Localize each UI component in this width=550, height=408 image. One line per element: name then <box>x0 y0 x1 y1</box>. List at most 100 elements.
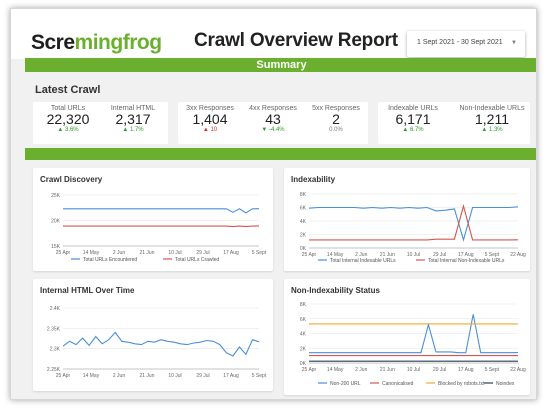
metric-non-indexable: Non-Indexable URLs 1,211 ▲ 1.3% <box>458 105 526 133</box>
legend-label: Non-200 URL <box>330 381 361 387</box>
metric-label: Non-Indexable URLs <box>459 105 525 112</box>
arrow-up-icon: ▲ <box>57 127 65 133</box>
metric-delta: ▲ 10 <box>202 127 218 133</box>
metric-delta: ▲ 6.7% <box>402 127 424 133</box>
indexability-panel: Indexability 0K 2K 4K 6K 8K 25 Apr 14 May 2 Jun… <box>284 168 530 271</box>
x-tick-label: 14 May <box>327 252 344 258</box>
panel-title: Non-Indexability Status <box>291 286 380 295</box>
metric-value: 2 <box>332 111 340 127</box>
indexability-card: Indexable URLs 6,171 ▲ 6.7% Non-Indexabl… <box>378 102 530 144</box>
metric-label: Internal HTML <box>110 105 156 112</box>
x-tick-label: 25 Apr <box>56 250 71 256</box>
panel-title: Crawl Discovery <box>40 175 103 184</box>
series-line <box>308 206 519 242</box>
metric-total-urls: Total URLs 22,320 ▲ 3.6% <box>38 105 98 133</box>
x-tick-label: 17 Aug <box>458 367 474 373</box>
metric-label: 5xx Responses <box>312 105 360 112</box>
internal-html-chart: 2.25K 2.3K 2.35K 2.4K 25 Apr 14 May 2 Jun 21 Ju… <box>47 306 267 379</box>
dashboard-frame: Scremingfrog Crawl Overview Report 1 Sep… <box>10 8 537 400</box>
x-tick-label: 10 Jul <box>407 252 420 258</box>
logo-text-part1: Scre <box>31 31 75 54</box>
x-tick-label: 29 Jul <box>196 250 209 256</box>
x-tick-label: 10 Jul <box>407 367 420 373</box>
x-tick-label: 25 Apr <box>56 373 71 379</box>
metric-label: Indexable URLs <box>388 105 438 112</box>
metric-value: 6,171 <box>395 111 431 127</box>
crawl-discovery-chart: 15K 20K 25K 25 Apr 14 May 2 Jun 21 Jun 10 Jul 29… <box>51 193 267 263</box>
metric-value: 1,211 <box>475 111 509 127</box>
metric-delta: ▲ 3.6% <box>57 127 79 133</box>
y-tick-label: 2.3K <box>50 347 61 353</box>
summary-bar: Summary <box>25 58 536 72</box>
metric-delta: ▲ 1.3% <box>481 127 503 133</box>
panel-title: Internal HTML Over Time <box>40 286 135 295</box>
x-tick-label: 25 Apr <box>302 367 317 373</box>
x-tick-label: 22 Aug <box>510 252 526 258</box>
arrow-up-icon: ▲ <box>402 127 410 133</box>
x-tick-label: 29 Jul <box>433 252 446 258</box>
date-range-picker[interactable]: 1 Sept 2021 - 30 Sept 2021 ▼ <box>407 31 525 57</box>
series-line <box>62 331 260 357</box>
metric-value: 2,317 <box>115 111 151 127</box>
y-tick-label: 2K <box>300 346 307 352</box>
legend-label: Canonicalised <box>382 381 414 387</box>
legend-label: Total Internal Indexable URLs <box>330 258 396 264</box>
metric-label: 3xx Responses <box>186 105 234 112</box>
x-tick-label: 5 Sept <box>485 252 500 258</box>
x-tick-label: 2 Jun <box>113 373 125 379</box>
date-range-value: 1 Sept 2021 - 30 Sept 2021 <box>417 39 503 46</box>
response-codes-card: 3xx Responses 1,404 ▲ 10 4xx Responses 4… <box>178 102 368 144</box>
y-tick-label: 2.35K <box>47 326 61 332</box>
x-tick-label: 14 May <box>327 367 344 373</box>
series-line <box>63 208 260 214</box>
x-tick-label: 17 Aug <box>223 373 239 379</box>
y-tick-label: 4K <box>300 332 307 338</box>
metric-delta: ▲ 1.7% <box>122 127 144 133</box>
y-tick-label: 8K <box>300 192 307 198</box>
x-tick-label: 21 Jun <box>380 367 395 373</box>
metric-5xx: 5xx Responses 2 0.0% <box>306 105 366 133</box>
y-tick-label: 2.25K <box>47 367 61 373</box>
x-tick-label: 2 Jun <box>355 367 367 373</box>
metric-label: 4xx Responses <box>249 105 297 112</box>
x-tick-label: 2 Jun <box>355 252 367 258</box>
x-tick-label: 5 Sept <box>252 250 267 256</box>
x-tick-label: 21 Jun <box>380 252 395 258</box>
x-tick-label: 17 Aug <box>458 252 474 258</box>
metric-value: 22,320 <box>46 111 90 127</box>
series-line <box>63 225 260 228</box>
metric-label: Total URLs <box>50 105 86 112</box>
metric-3xx: 3xx Responses 1,404 ▲ 10 <box>180 105 240 133</box>
non-indexability-panel: Non-Indexability Status 0K 2K 4K 6K 8K 25 Apr… <box>284 279 530 395</box>
metric-value: 43 <box>265 111 281 127</box>
y-tick-label: 2K <box>300 233 307 239</box>
x-tick-label: 2 Jun <box>113 250 125 256</box>
x-tick-label: 29 Jul <box>196 373 209 379</box>
metric-internal-html: Internal HTML 2,317 ▲ 1.7% <box>103 105 163 133</box>
y-tick-label: 6K <box>300 206 307 212</box>
x-tick-label: 21 Jun <box>139 373 154 379</box>
x-tick-label: 21 Jun <box>139 250 154 256</box>
report-header: Scremingfrog Crawl Overview Report 1 Sep… <box>11 9 536 59</box>
series-line <box>309 314 519 354</box>
arrow-down-icon: ▼ <box>261 127 269 133</box>
x-tick-label: 25 Apr <box>302 252 317 258</box>
screaming-frog-logo: Scremingfrog <box>31 31 162 55</box>
non-indexability-chart: 0K 2K 4K 6K 8K 25 Apr 14 May 2 Jun 21 Jun 10 Jul 2… <box>300 302 526 387</box>
metric-delta: 0.0% <box>329 127 343 133</box>
y-tick-label: 2.4K <box>50 306 61 312</box>
series-line <box>309 204 519 241</box>
legend-label: Total Internal Non-Indexable URLs <box>428 258 505 264</box>
panel-title: Indexability <box>291 175 336 184</box>
section-divider-bar <box>25 148 536 160</box>
y-tick-label: 4K <box>300 219 307 225</box>
logo-text-part2: mingfrog <box>74 31 162 54</box>
y-tick-label: 20K <box>51 219 61 225</box>
y-tick-label: 6K <box>300 317 307 323</box>
y-tick-label: 0K <box>300 361 307 367</box>
metric-delta: ▼ -4.4% <box>261 127 285 133</box>
x-tick-label: 14 May <box>83 373 100 379</box>
x-tick-label: 22 Aug <box>510 367 526 373</box>
metric-indexable: Indexable URLs 6,171 ▲ 6.7% <box>383 105 443 133</box>
legend-label: Noindex <box>496 381 515 387</box>
